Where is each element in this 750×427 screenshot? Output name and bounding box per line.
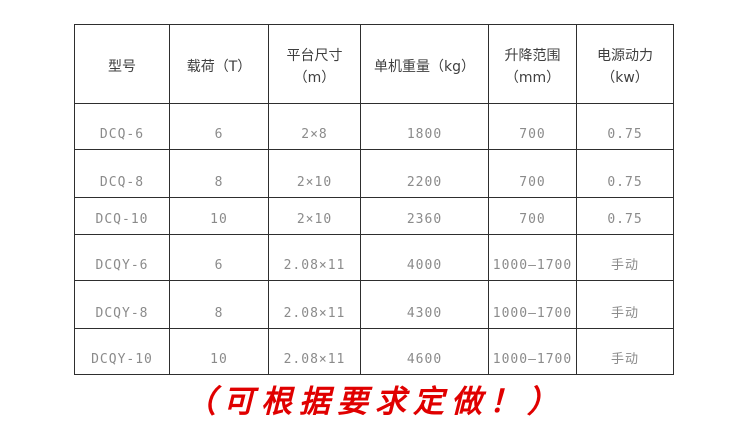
table-cell: 1000—1700 bbox=[488, 328, 577, 375]
customization-note: （可根据要求定做！） bbox=[185, 384, 565, 420]
column-header-lift-range: 升降范围 （mm） bbox=[488, 24, 577, 104]
table-row: DCQ-8 8 2×10 2200 700 0.75 bbox=[74, 149, 674, 198]
table-cell: 2.08×11 bbox=[268, 234, 361, 281]
table-cell: 8 bbox=[169, 280, 269, 329]
table-cell: DCQ-8 bbox=[74, 149, 170, 198]
table-row: DCQY-8 8 2.08×11 4300 1000—1700 手动 bbox=[74, 280, 674, 329]
table-cell: 10 bbox=[169, 328, 269, 375]
table-cell: 6 bbox=[169, 103, 269, 150]
column-header-platform-size: 平台尺寸 （m） bbox=[268, 24, 361, 104]
table-cell: 手动 bbox=[576, 328, 674, 375]
column-header-load: 载荷（T） bbox=[169, 24, 269, 104]
column-header-unit-weight: 单机重量（kg） bbox=[360, 24, 489, 104]
table-cell: 8 bbox=[169, 149, 269, 198]
table-row: DCQ-6 6 2×8 1800 700 0.75 bbox=[74, 103, 674, 150]
column-header-model: 型号 bbox=[74, 24, 170, 104]
table-cell: 4600 bbox=[360, 328, 489, 375]
table-cell: 1800 bbox=[360, 103, 489, 150]
column-header-power: 电源动力 （kw） bbox=[576, 24, 674, 104]
table-cell: 10 bbox=[169, 197, 269, 235]
table-cell: 700 bbox=[488, 197, 577, 235]
table-cell: 700 bbox=[488, 103, 577, 150]
table-cell: DCQY-10 bbox=[74, 328, 170, 375]
table-cell: 700 bbox=[488, 149, 577, 198]
table-cell: 1000—1700 bbox=[488, 234, 577, 281]
table-cell: 手动 bbox=[576, 280, 674, 329]
table-row: DCQY-10 10 2.08×11 4600 1000—1700 手动 bbox=[74, 328, 674, 375]
table-cell: DCQY-6 bbox=[74, 234, 170, 281]
table-cell: 6 bbox=[169, 234, 269, 281]
table-cell: 0.75 bbox=[576, 197, 674, 235]
table-cell: 0.75 bbox=[576, 149, 674, 198]
table-cell: 2×8 bbox=[268, 103, 361, 150]
table-cell: DCQY-8 bbox=[74, 280, 170, 329]
table-row: DCQ-10 10 2×10 2360 700 0.75 bbox=[74, 197, 674, 235]
table-header-row: 型号 载荷（T） 平台尺寸 （m） 单机重量（kg） 升降范围 （mm） 电源动… bbox=[74, 24, 674, 104]
table-cell: 2360 bbox=[360, 197, 489, 235]
spec-table: 型号 载荷（T） 平台尺寸 （m） 单机重量（kg） 升降范围 （mm） 电源动… bbox=[74, 24, 674, 375]
table-row: DCQY-6 6 2.08×11 4000 1000—1700 手动 bbox=[74, 234, 674, 281]
table-cell: 4000 bbox=[360, 234, 489, 281]
table-cell: DCQ-10 bbox=[74, 197, 170, 235]
table-cell: 1000—1700 bbox=[488, 280, 577, 329]
table-cell: 2×10 bbox=[268, 197, 361, 235]
table-cell: 2200 bbox=[360, 149, 489, 198]
table-cell: 2.08×11 bbox=[268, 328, 361, 375]
table-cell: 手动 bbox=[576, 234, 674, 281]
table-cell: 4300 bbox=[360, 280, 489, 329]
table-cell: 2.08×11 bbox=[268, 280, 361, 329]
table-cell: 2×10 bbox=[268, 149, 361, 198]
table-cell: DCQ-6 bbox=[74, 103, 170, 150]
table-cell: 0.75 bbox=[576, 103, 674, 150]
